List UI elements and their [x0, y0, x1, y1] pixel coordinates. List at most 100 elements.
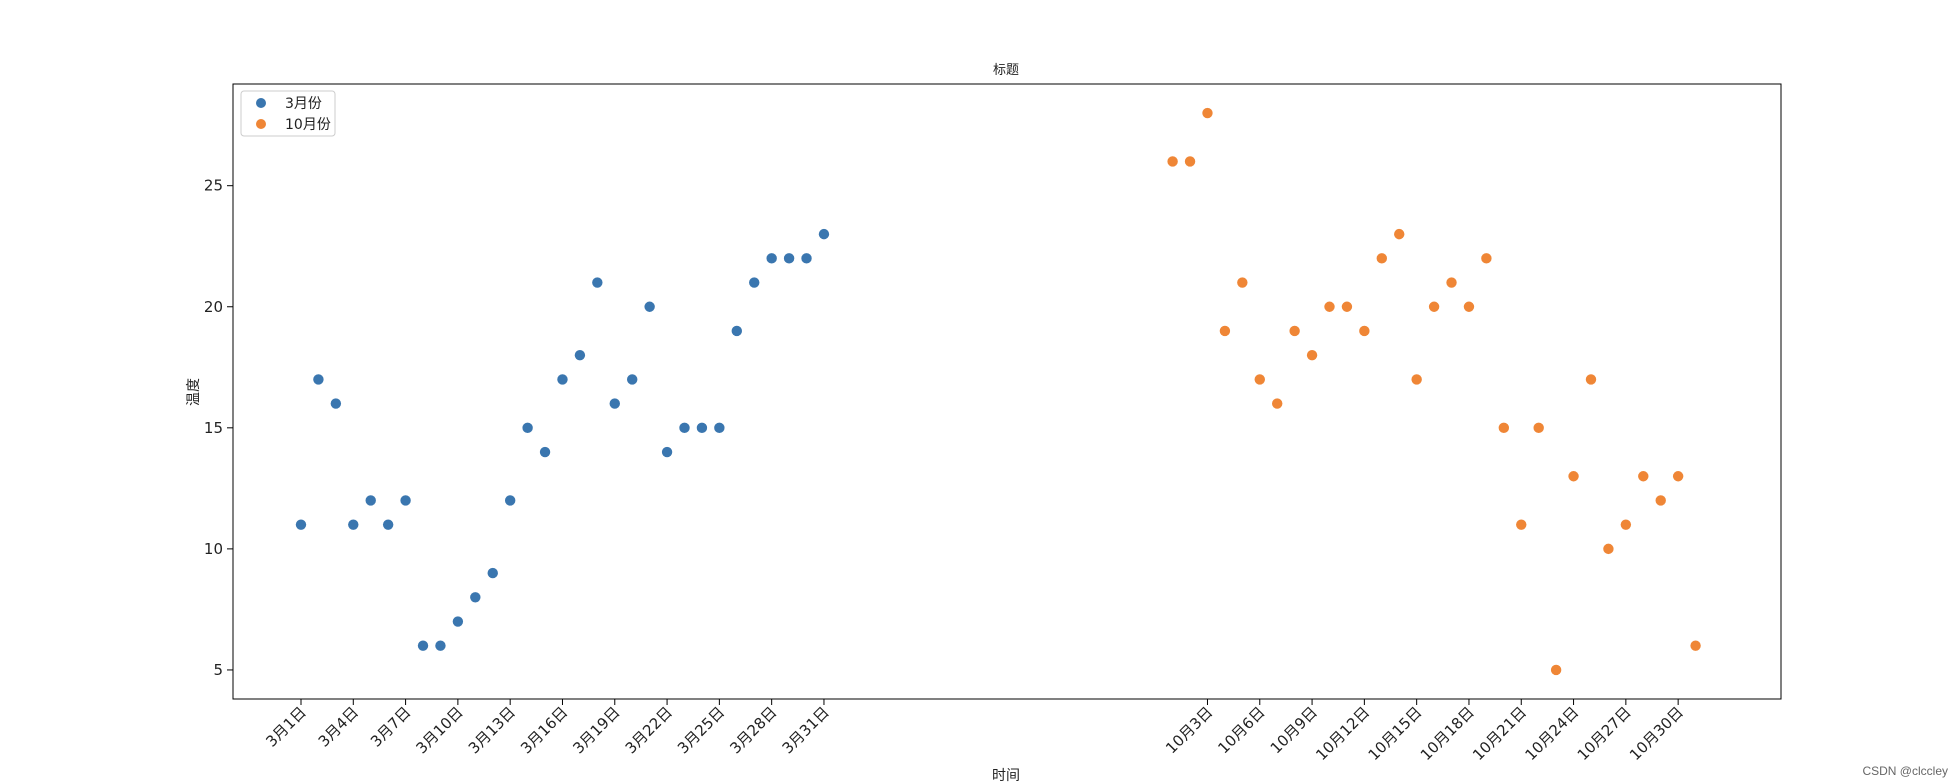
data-point: [313, 374, 324, 385]
y-tick-label: 10: [204, 540, 223, 558]
x-axis-label: 时间: [992, 768, 1020, 784]
data-point: [1516, 519, 1527, 530]
data-point: [382, 519, 394, 530]
x-tick-label: 3月13日: [465, 703, 519, 757]
data-point: [1620, 519, 1632, 530]
data-point: [1655, 495, 1666, 506]
data-point: [1568, 471, 1579, 482]
plot-area: [232, 83, 1782, 700]
data-point: [1690, 640, 1701, 651]
data-point: [1672, 471, 1684, 482]
data-point: [522, 422, 533, 434]
data-point: [801, 253, 812, 264]
data-point: [766, 253, 777, 264]
data-point: [330, 398, 342, 409]
data-point: [1167, 156, 1178, 167]
data-point: [539, 446, 551, 458]
x-tick-label: 10月24日: [1521, 703, 1582, 764]
y-tick-label: 25: [204, 177, 223, 195]
x-tick-label: 10月30日: [1626, 703, 1687, 764]
y-tick-label: 5: [213, 661, 223, 679]
y-tick-label: 15: [204, 419, 223, 437]
chart-title: 标题: [993, 63, 1019, 78]
data-point: [696, 422, 708, 434]
legend-label: 3月份: [285, 96, 322, 112]
data-point: [1638, 471, 1649, 482]
series-2: [1167, 107, 1701, 676]
y-tick-label: 20: [204, 298, 223, 316]
data-point: [365, 495, 376, 506]
data-point: [1446, 277, 1457, 288]
x-tick-label: 10月27日: [1574, 703, 1635, 764]
data-point: [574, 349, 586, 361]
x-tick-label: 3月16日: [517, 703, 571, 757]
data-point: [487, 567, 498, 579]
data-point: [435, 640, 446, 651]
data-point: [348, 519, 359, 530]
data-point: [1585, 374, 1597, 385]
data-point: [609, 398, 620, 409]
legend-marker: [256, 98, 266, 108]
x-tick-label: 3月1日: [262, 703, 309, 750]
data-point: [1603, 543, 1614, 555]
data-point: [295, 519, 307, 530]
data-point: [557, 374, 568, 385]
data-point: [400, 495, 411, 506]
x-tick-label: 3月10日: [413, 703, 467, 757]
data-point: [627, 374, 638, 385]
data-point: [1237, 277, 1248, 288]
y-axis-label: 温度: [186, 378, 202, 406]
data-point: [1481, 253, 1492, 264]
data-point: [1463, 301, 1475, 312]
data-point: [1324, 301, 1335, 312]
data-point: [1219, 325, 1231, 337]
data-point: [1550, 664, 1562, 676]
x-axis: 3月1日 3月4日 3月7日3月10日3月13日3月16日3月19日3月22日3月2…: [262, 699, 1687, 764]
data-point: [818, 228, 830, 240]
data-point: [1306, 349, 1318, 361]
x-tick-label: 10月12日: [1312, 703, 1373, 764]
data-point: [470, 592, 481, 603]
data-point: [1533, 422, 1544, 434]
data-point: [1428, 301, 1440, 312]
data-points: [295, 107, 1701, 676]
data-point: [1254, 374, 1265, 385]
x-tick-label: 10月18日: [1417, 703, 1478, 764]
x-tick-label: 3月31日: [779, 703, 833, 757]
data-point: [679, 422, 690, 434]
x-tick-label: 10月3日: [1162, 703, 1216, 757]
data-point: [644, 301, 655, 312]
data-point: [661, 446, 673, 458]
x-tick-label: 10月21日: [1469, 703, 1530, 764]
series-1: [295, 228, 830, 651]
data-point: [1498, 422, 1510, 434]
data-point: [1202, 107, 1213, 119]
data-point: [592, 277, 603, 288]
data-point: [1411, 374, 1422, 385]
legend-label: 10月份: [285, 117, 331, 133]
data-point: [452, 616, 464, 627]
legend: 3月份 10月份: [240, 90, 336, 137]
x-tick-label: 3月22日: [622, 703, 676, 757]
data-point: [1394, 228, 1405, 240]
x-tick-label: 3月25日: [674, 703, 728, 757]
data-point: [417, 640, 429, 651]
data-point: [1376, 253, 1387, 264]
x-tick-label: 3月19日: [569, 703, 623, 757]
data-point: [749, 277, 760, 288]
x-tick-label: 3月7日: [367, 703, 414, 750]
x-tick-label: 10月15日: [1365, 703, 1426, 764]
data-point: [714, 422, 725, 434]
watermark: CSDN @clccley: [1862, 764, 1948, 778]
data-point: [504, 495, 516, 506]
legend-marker: [256, 119, 266, 129]
data-point: [1341, 301, 1353, 312]
data-point: [731, 325, 742, 337]
data-point: [1272, 398, 1283, 409]
x-tick-label: 10月9日: [1267, 703, 1321, 757]
x-tick-label: 3月4日: [315, 703, 362, 750]
data-point: [1184, 156, 1196, 167]
x-tick-label: 10月6日: [1214, 703, 1268, 757]
data-point: [1359, 325, 1370, 337]
